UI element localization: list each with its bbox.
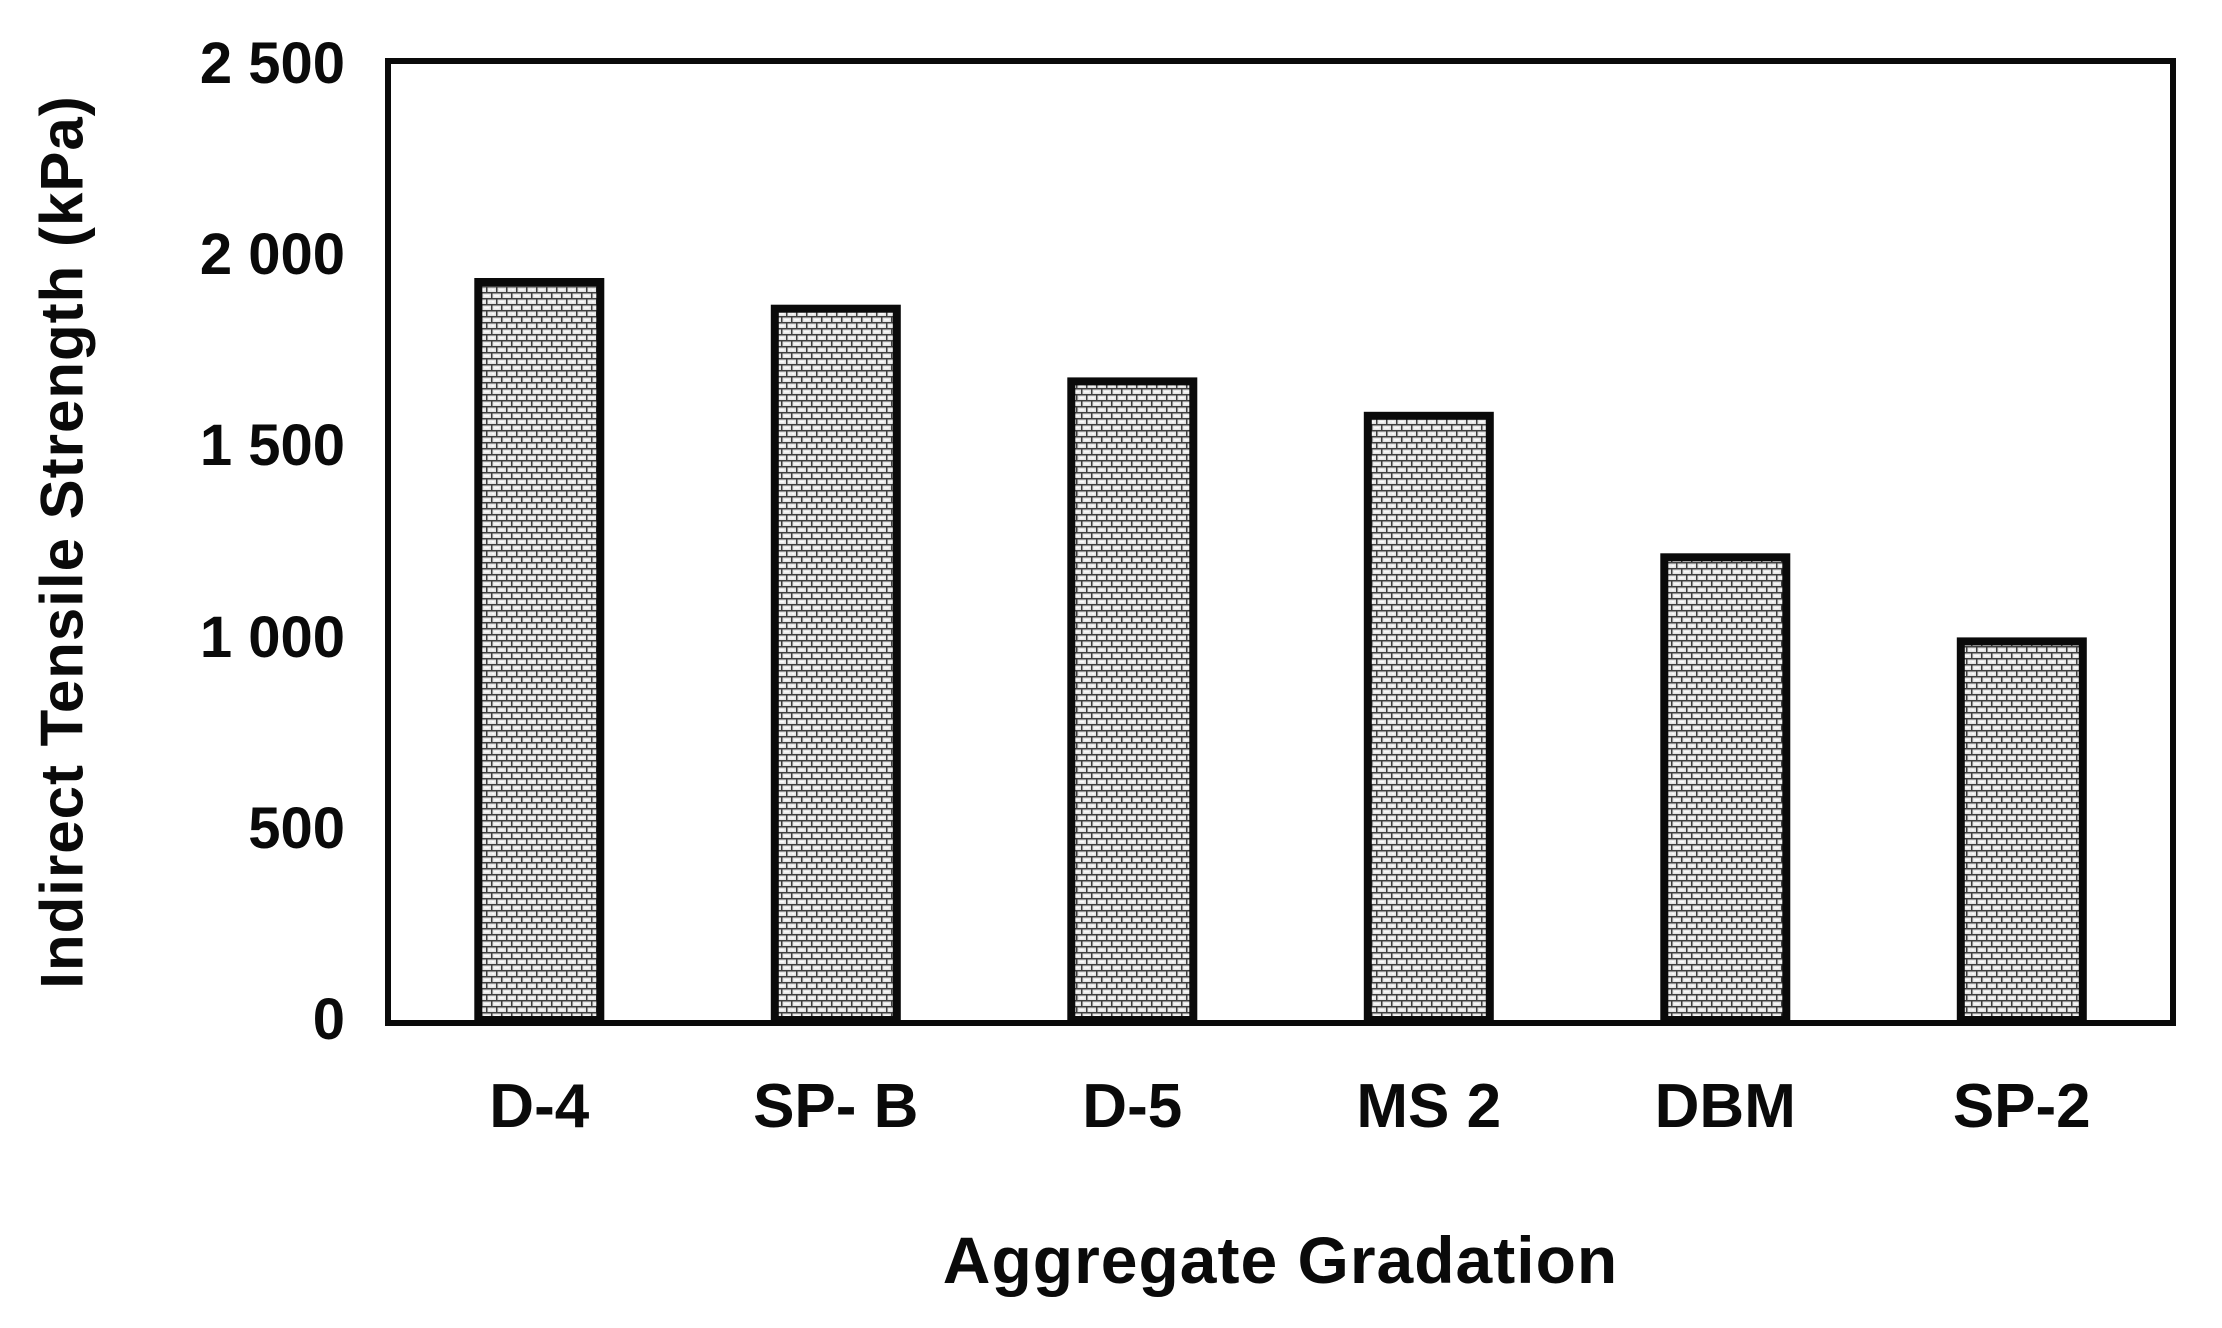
bars-canvas [474, 278, 2087, 1020]
bar-d-4 [474, 278, 605, 1020]
y-tick-label-2500: 2 500 [199, 31, 345, 96]
bar-dbm [1660, 553, 1791, 1020]
bar-d-5 [1067, 377, 1198, 1020]
bar-sp-b [770, 304, 901, 1020]
bars-group [474, 278, 2087, 1020]
y-tick-label-500: 500 [248, 795, 345, 861]
x-tick-label-dbm: DBM [1654, 1072, 1796, 1141]
x-tick-label-sp-b: SP- B [753, 1072, 919, 1141]
x-tick-label-d-4: D-4 [489, 1072, 590, 1141]
bar-sp-2 [1956, 637, 2087, 1020]
y-tick-label-2000: 2 000 [199, 222, 345, 288]
x-tick-label-d-5: D-5 [1082, 1072, 1183, 1141]
y-tick-label-1000: 1 000 [199, 604, 345, 670]
x-tick-label-sp-2: SP-2 [1952, 1072, 2091, 1141]
x-tick-label-ms-2: MS 2 [1356, 1072, 1502, 1141]
y-tick-label-0: 0 [312, 987, 345, 1052]
x-axis-title: Aggregate Gradation [942, 1223, 1619, 1297]
y-tick-label-1500: 1 500 [199, 413, 345, 479]
plot-area [385, 58, 2176, 1026]
bar-ms-2 [1363, 411, 1494, 1020]
